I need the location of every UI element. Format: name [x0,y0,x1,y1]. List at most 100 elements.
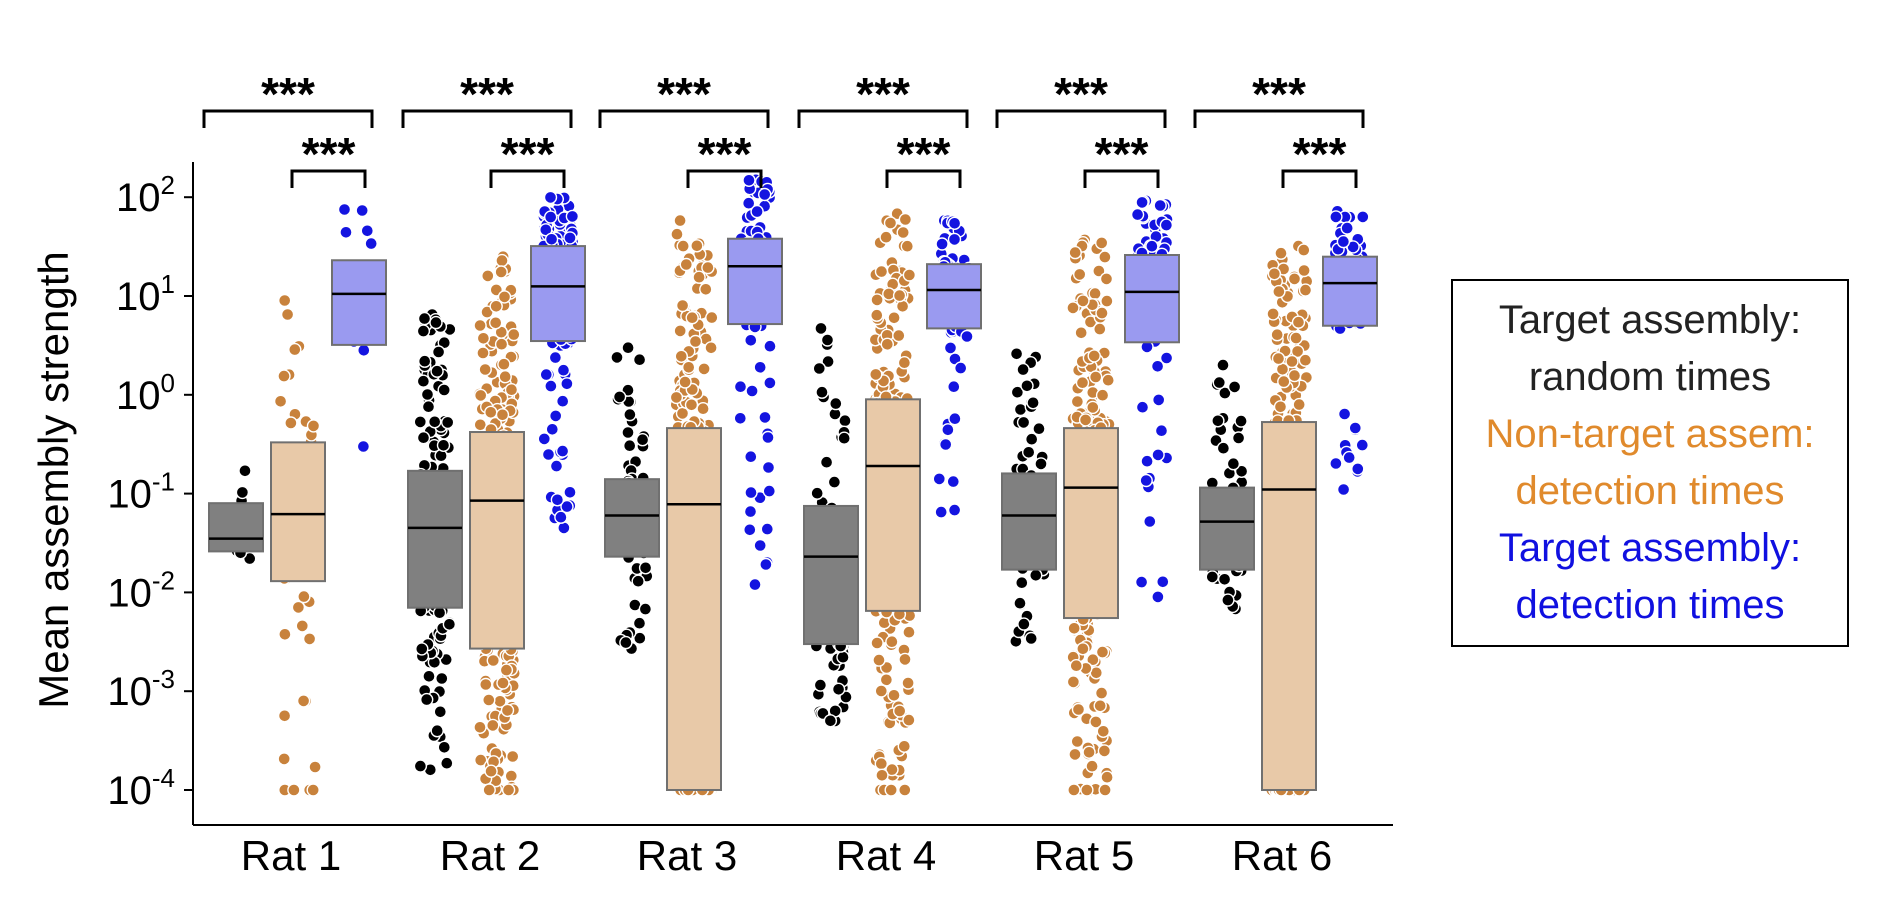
data-point [545,422,559,436]
data-point [1026,396,1040,410]
data-point [1298,283,1313,297]
data-point [280,307,295,322]
data-point [339,225,353,240]
data-point [679,257,693,272]
data-point [1150,359,1165,373]
data-point [499,663,514,677]
data-point [1139,473,1153,488]
bracket-outer [797,109,969,128]
data-point [422,669,436,683]
data-point [1032,422,1046,436]
data-point [1086,653,1100,667]
data-point [885,635,899,649]
legend-entry-line: detection times [1515,469,1785,513]
data-point [306,783,320,797]
box [1001,472,1057,571]
data-point [898,652,912,667]
y-axis-title: Mean assembly strength [30,251,77,709]
data-point [496,676,510,690]
data-point [430,364,444,378]
data-point [355,203,369,218]
data-point [504,769,518,783]
data-point [537,432,551,446]
data-point [815,385,829,399]
data-point [295,619,309,633]
data-point [1267,267,1282,281]
data-point [744,333,758,347]
data-point [560,499,574,514]
data-point [277,369,291,383]
data-point [1297,243,1311,257]
y-tick-label: 100 [116,368,175,418]
data-point [1088,370,1103,384]
data-point [539,367,553,382]
significance-brackets: *** *** *** *** *** *** *** *** *** *** *** *** [202,68,1365,188]
bracket-inner [686,169,763,188]
data-point [441,415,455,430]
data-point [1094,236,1109,250]
data-point [288,342,302,357]
data-point [1099,272,1114,286]
data-point [1094,686,1109,700]
data-point [437,383,451,397]
data-point [635,433,650,447]
box [666,427,722,791]
data-point [829,396,843,411]
data-point [1336,482,1351,497]
data-point [1329,456,1343,471]
data-point [638,602,653,616]
data-point [416,324,431,338]
data-point [1095,388,1110,402]
significance-label: *** [261,68,315,120]
data-point [879,230,893,244]
data-point [1093,699,1107,713]
data-point [1097,744,1112,758]
data-point [632,353,647,367]
data-point [549,409,563,423]
data-point [874,757,888,771]
data-point [1098,783,1112,797]
data-point [1016,362,1030,377]
data-point [563,231,577,245]
data-point [416,374,431,388]
box [926,263,982,330]
data-point [560,377,574,391]
data-point [556,394,570,408]
data-point [1145,239,1159,253]
box [865,398,921,612]
y-tick-label: 10-3 [107,664,175,714]
data-point [1151,393,1166,407]
data-point [1271,351,1286,366]
data-point [420,387,435,402]
data-point [1212,375,1227,390]
data-point [1355,438,1370,452]
data-point [1348,421,1363,435]
y-tick-label: 102 [116,170,175,220]
box [727,237,783,326]
data-point [896,225,910,240]
significance-label: *** [698,128,752,180]
significance-label: *** [501,128,555,180]
data-point [892,328,906,343]
data-point [486,653,500,668]
data-point [682,360,696,374]
bracket-inner [885,169,962,188]
bracket-outer [598,109,770,128]
data-point [297,589,311,604]
data-point [235,485,250,500]
significance-label: *** [856,68,910,120]
data-point [610,350,624,365]
data-point [1292,397,1306,412]
data-point [673,324,687,338]
data-point [947,380,961,394]
x-category-label: Rat 1 [241,832,341,879]
box [469,431,525,650]
data-point [879,673,894,687]
data-point [1015,576,1029,590]
significance-label: *** [1252,68,1306,120]
data-point [415,642,429,656]
data-point [887,311,901,325]
data-point [954,361,968,375]
data-point [1029,568,1043,582]
data-point [1342,450,1356,465]
